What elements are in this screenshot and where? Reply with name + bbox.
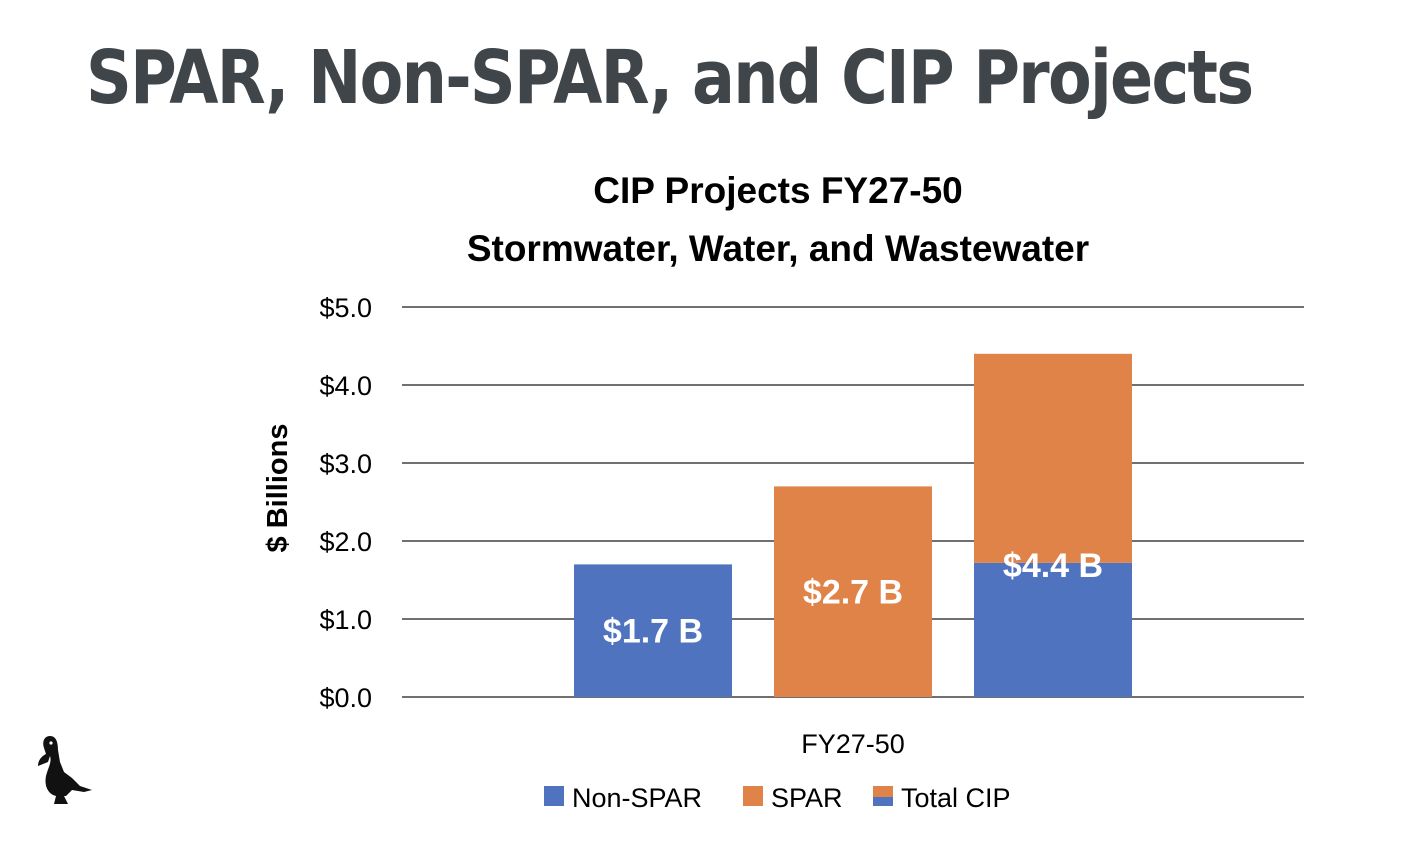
data-labels: $1.7 B $2.7 B $4.4 B xyxy=(603,547,1103,651)
legend-label: Total CIP xyxy=(901,783,1011,813)
legend-swatch xyxy=(544,786,564,806)
data-label-total-cip: $4.4 B xyxy=(1003,547,1103,585)
bars xyxy=(574,353,1132,697)
data-label-spar: $2.7 B xyxy=(803,574,903,612)
bar-total-cip-non-spar xyxy=(974,562,1132,697)
chart-subtitle: Stormwater, Water, and Wastewater xyxy=(467,228,1089,269)
y-tick-label: $1.0 xyxy=(319,605,372,635)
y-tick-label: $0.0 xyxy=(319,683,372,713)
y-axis-label: $ Billions xyxy=(262,424,294,553)
pelican-icon xyxy=(38,736,92,804)
bar-total-cip-spar xyxy=(974,353,1132,563)
legend-label: SPAR xyxy=(771,783,843,813)
legend: Non-SPAR SPAR Total CIP xyxy=(544,783,1011,813)
y-tick-label: $3.0 xyxy=(319,449,372,479)
y-tick-label: $5.0 xyxy=(319,293,372,323)
legend-swatch-bottom xyxy=(873,797,893,806)
legend-label: Non-SPAR xyxy=(572,783,702,813)
bar-spar-spar xyxy=(774,486,932,697)
chart-title: CIP Projects FY27-50 xyxy=(593,170,963,211)
x-axis-label: FY27-50 xyxy=(801,729,905,759)
y-axis-ticks: $0.0 $1.0 $2.0 $3.0 $4.0 $5.0 xyxy=(319,293,372,713)
bar-non-spar-non-spar xyxy=(574,564,732,697)
data-label-non-spar: $1.7 B xyxy=(603,613,703,651)
legend-swatch xyxy=(743,786,763,806)
y-tick-label: $2.0 xyxy=(319,527,372,557)
slide-title: SPAR, Non-SPAR, and CIP Projects xyxy=(86,35,1254,121)
legend-swatch-top xyxy=(873,786,893,797)
y-tick-label: $4.0 xyxy=(319,371,372,401)
